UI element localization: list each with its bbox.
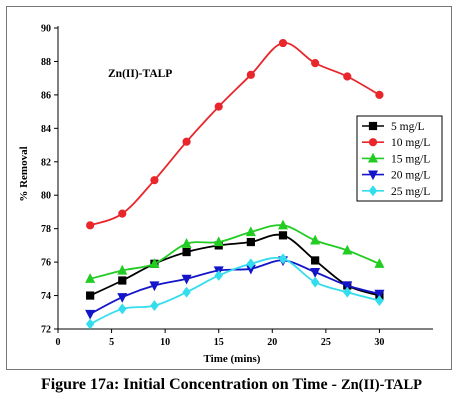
data-point xyxy=(342,281,353,292)
axes: 72 74 76 78 80 82 84 86 88 90 0 5 10 15 20 25 30 xyxy=(41,24,433,348)
legend-label: 25 mg/L xyxy=(391,186,430,198)
data-point xyxy=(375,90,384,99)
x-tick-label: 5 xyxy=(109,337,114,348)
y-tick-label: 76 xyxy=(41,258,51,269)
data-point xyxy=(150,176,159,185)
data-point xyxy=(343,286,352,298)
series-25-mg-l xyxy=(85,253,384,330)
y-tick-label: 78 xyxy=(41,224,51,235)
y-tick-label: 90 xyxy=(41,24,51,35)
figure-caption: Figure 17a: Initial Concentration on Tim… xyxy=(0,376,463,394)
data-point xyxy=(246,70,255,79)
data-point xyxy=(182,137,191,146)
series-15-mg-l xyxy=(85,219,385,283)
x-tick-label: 0 xyxy=(56,337,61,348)
data-point xyxy=(245,226,256,237)
data-point xyxy=(150,300,159,312)
data-point xyxy=(278,253,288,265)
data-point xyxy=(181,238,192,248)
data-point xyxy=(149,258,160,268)
legend-swatch-marker xyxy=(368,185,378,197)
caption-main-text: Figure 17a: Initial Concentration on Tim… xyxy=(40,376,341,393)
data-point xyxy=(117,264,128,275)
line-chart: 72 74 76 78 80 82 84 86 88 90 0 5 10 15 20 25 30 Zn(II)-… xyxy=(18,24,443,365)
x-tick-label: 30 xyxy=(374,337,384,348)
y-tick-label: 84 xyxy=(41,124,51,135)
legend-entry: 5 mg/L xyxy=(362,121,425,133)
data-point xyxy=(213,236,224,247)
data-point xyxy=(118,303,127,315)
legend-swatch-marker xyxy=(368,138,378,147)
x-axis-title: Time (mins) xyxy=(204,353,261,365)
series-20-mg-l xyxy=(85,256,385,320)
data-point xyxy=(85,273,96,283)
y-axis-title: % Removal xyxy=(18,146,30,201)
legend: 5 mg/L 10 mg/L 15 mg/L 20 mg/L 25 mg/L xyxy=(356,115,443,202)
data-point xyxy=(85,318,95,330)
data-point xyxy=(310,234,321,245)
data-point xyxy=(278,231,288,240)
legend-label: 5 mg/L xyxy=(391,121,425,133)
y-tick-label: 74 xyxy=(41,291,51,302)
x-tick-label: 20 xyxy=(267,337,277,348)
data-point xyxy=(278,38,288,48)
y-tick-label: 80 xyxy=(41,191,51,202)
legend-entry: 10 mg/L xyxy=(362,137,430,149)
data-point xyxy=(85,309,96,320)
legend-entry: 25 mg/L xyxy=(362,185,430,198)
data-point xyxy=(374,289,385,300)
data-point xyxy=(246,258,256,270)
data-point xyxy=(181,274,192,285)
data-point xyxy=(182,286,191,298)
data-point xyxy=(182,247,191,257)
x-tick-label: 15 xyxy=(214,337,224,348)
data-point xyxy=(310,276,320,288)
data-point xyxy=(277,219,289,230)
data-point xyxy=(246,237,255,247)
series-line xyxy=(89,233,380,297)
x-tick-label: 10 xyxy=(160,337,170,348)
legend-entry: 20 mg/L xyxy=(362,170,430,182)
y-tick-label: 72 xyxy=(41,325,51,336)
data-point xyxy=(343,72,352,81)
series-layer xyxy=(85,38,385,330)
y-tick-label: 88 xyxy=(41,57,51,68)
data-point xyxy=(311,256,320,265)
legend-swatch-marker xyxy=(368,121,378,131)
legend-entry: 15 mg/L xyxy=(362,152,430,165)
legend-label: 20 mg/L xyxy=(391,170,430,182)
series-10-mg-l xyxy=(86,38,384,230)
data-point xyxy=(375,295,384,306)
data-point xyxy=(310,268,321,278)
data-point xyxy=(86,221,95,230)
x-tick-label: 25 xyxy=(321,337,331,348)
legend-swatch-marker xyxy=(367,170,379,181)
y-tick-label: 82 xyxy=(41,157,51,168)
data-point xyxy=(311,59,320,68)
data-point xyxy=(117,293,128,303)
data-point xyxy=(374,258,385,268)
chart-annotation: Zn(II)-TALP xyxy=(108,68,172,80)
data-point xyxy=(149,281,160,292)
data-point xyxy=(118,209,127,218)
data-point xyxy=(342,244,353,255)
legend-label: 10 mg/L xyxy=(391,137,430,149)
legend-swatch-marker xyxy=(367,152,379,163)
data-point xyxy=(118,276,127,285)
data-point xyxy=(214,102,223,111)
data-point xyxy=(86,291,95,300)
data-point xyxy=(214,270,223,281)
series-line xyxy=(89,256,380,325)
y-tick-label: 86 xyxy=(41,90,51,101)
series-line xyxy=(89,42,380,227)
series-line xyxy=(89,224,380,280)
legend-label: 15 mg/L xyxy=(391,153,430,165)
caption-subject-text: Zn(II)-TALP xyxy=(340,377,423,393)
